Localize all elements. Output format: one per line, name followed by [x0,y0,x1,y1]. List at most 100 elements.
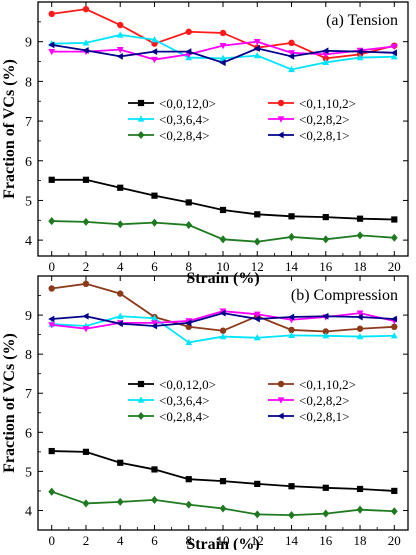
x-tick-label: 20 [388,533,401,548]
y-tick-label: 5 [25,465,32,480]
legend-marker [137,99,145,107]
legend-marker [277,412,284,420]
data-point [390,233,398,242]
series-line [51,450,395,492]
y-tick-label: 6 [25,426,32,441]
x-tick-label: 18 [354,259,367,274]
legend-label: <0,2,8,1> [299,128,349,143]
data-point [48,315,55,323]
data-point [219,478,227,485]
x-tick-label: 4 [117,259,124,274]
data-point [356,231,364,240]
data-point [254,480,261,487]
data-point [322,484,329,491]
data-point [116,312,124,319]
data-point [48,48,56,56]
data-point [82,217,90,226]
data-point [48,487,56,496]
data-point [150,322,158,330]
x-tick-label: 16 [319,259,333,274]
data-point [82,176,90,183]
data-point [288,65,295,73]
data-point [219,43,227,50]
x-tick-label: 6 [151,533,158,548]
data-point [116,46,124,54]
data-point [48,10,55,18]
data-point [288,50,295,57]
data-point [391,216,398,223]
data-point [150,48,158,56]
legend-marker [277,131,284,139]
data-point [288,331,295,339]
x-tick-label: 8 [185,533,192,548]
legend-marker [137,411,145,421]
data-point [288,39,295,47]
legend-label: <0,2,8,1> [299,409,349,424]
y-tick-label: 9 [25,309,32,324]
panel-title: (b) Compression [291,287,398,304]
data-point [322,235,330,244]
y-axis-label: Fraction of VCs (%) [1,59,18,199]
legend-label: <0,1,10,2> [299,96,356,111]
data-point [288,326,295,334]
data-point [288,511,295,520]
data-point [254,211,261,218]
data-point [356,505,364,514]
legend-label: <0,0,12,0> [159,96,216,111]
data-point [356,48,363,56]
legend-marker [277,380,285,388]
data-point [253,237,261,246]
legend-marker [277,397,285,404]
y-tick-label: 8 [25,75,32,90]
data-point [185,338,193,346]
data-point [219,309,226,317]
legend-marker [277,99,285,107]
data-point [322,55,329,62]
data-point [322,509,330,518]
legend-label: <0,2,8,4> [159,128,209,143]
data-point [288,232,295,241]
data-point [185,319,192,327]
data-point [185,28,192,35]
legend-marker [137,380,145,388]
panel-compression: 0 2 4 6 8 10 12 14 16 18 20 4 5 6 7 8 9 Strain (%) Fractio… [1,275,409,553]
legend-label: <0,3,6,4> [159,393,209,408]
data-point [82,326,90,333]
x-tick-label: 12 [251,533,264,548]
data-point [48,285,55,292]
data-point [82,280,90,288]
data-point [117,184,124,191]
data-point [253,510,261,519]
data-point [116,497,124,506]
data-point [82,499,90,508]
legend-label: <0,2,8,2> [299,393,349,408]
data-point [253,45,260,52]
x-tick-label: 12 [251,259,264,274]
data-point [151,314,158,321]
x-tick-label: 10 [217,533,230,548]
data-point [390,507,398,516]
data-point [356,313,363,321]
x-tick-label: 14 [285,259,299,274]
data-point [219,54,227,61]
y-tick-label: 4 [25,504,32,519]
x-tick-label: 2 [83,259,90,274]
x-tick-label: 16 [319,533,333,548]
legend-label: <0,0,12,0> [159,377,216,392]
legend-label: <0,2,8,4> [159,409,209,424]
legend-marker [137,130,145,140]
data-point [356,310,364,317]
data-point [356,215,364,222]
x-tick-label: 0 [48,259,55,274]
data-point [116,31,124,38]
data-point [185,221,193,230]
data-point [82,5,90,13]
data-point [151,320,158,327]
data-point [322,214,329,221]
x-tick-label: 0 [48,533,55,548]
data-point [219,235,227,244]
data-point [390,332,398,339]
data-point [151,56,158,64]
x-tick-label: 2 [83,533,90,548]
